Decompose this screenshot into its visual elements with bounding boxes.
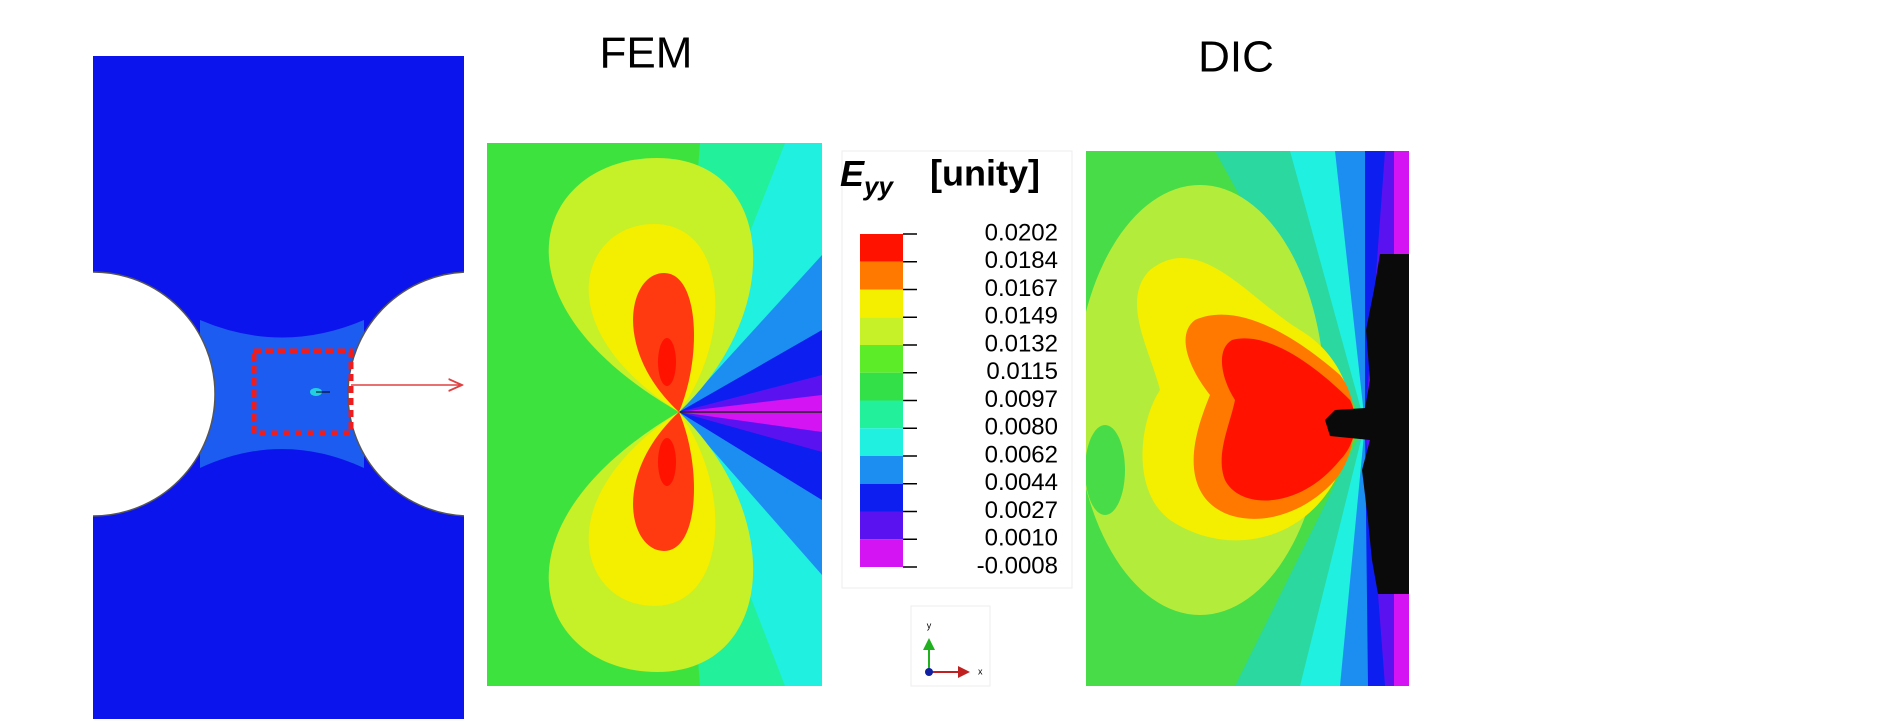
legend-swatch	[860, 484, 903, 512]
legend-swatch	[860, 234, 903, 262]
legend-label: 0.0062	[985, 441, 1058, 468]
legend-symbol-main: E	[840, 153, 865, 194]
legend-label: 0.0115	[986, 358, 1058, 385]
legend-swatch	[860, 512, 903, 540]
legend-label: 0.0010	[985, 525, 1058, 552]
legend-swatch	[860, 428, 903, 456]
contour-core	[658, 338, 676, 386]
legend-label: 0.0167	[985, 275, 1058, 302]
legend-swatch	[860, 345, 903, 373]
legend-swatch	[860, 456, 903, 484]
legend-label: 0.0184	[985, 247, 1058, 274]
axis-triad: y x	[911, 606, 990, 686]
legend-label: 0.0097	[985, 386, 1058, 413]
legend-subscript: yy	[862, 171, 894, 201]
legend-label: 0.0132	[985, 330, 1058, 357]
legend-swatch	[860, 290, 903, 318]
legend-swatch	[860, 539, 903, 567]
dic-field	[1075, 151, 1409, 686]
legend-label: -0.0008	[977, 552, 1058, 579]
fem-field	[487, 143, 822, 686]
contour-core	[658, 438, 676, 486]
legend-swatch	[860, 401, 903, 429]
legend: Eyy [unity] 0.02020.01840.01670.01490.01…	[840, 151, 1072, 588]
legend-swatch	[860, 373, 903, 401]
triad-x: x	[978, 666, 983, 676]
legend-label: 0.0044	[985, 469, 1058, 496]
legend-label: 0.0149	[985, 303, 1058, 330]
legend-label: 0.0202	[985, 219, 1058, 246]
legend-swatch	[860, 317, 903, 345]
legend-label: 0.0027	[985, 497, 1058, 524]
figure: FEM DIC Eyy [unity] 0.02020.01840.01670.…	[0, 0, 1900, 719]
dic-title: DIC	[1198, 33, 1274, 82]
triad-y: y	[927, 620, 932, 630]
legend-unit: [unity]	[930, 153, 1040, 194]
legend-label: 0.0080	[985, 414, 1058, 441]
legend-swatch	[860, 262, 903, 290]
fem-title: FEM	[600, 29, 693, 78]
